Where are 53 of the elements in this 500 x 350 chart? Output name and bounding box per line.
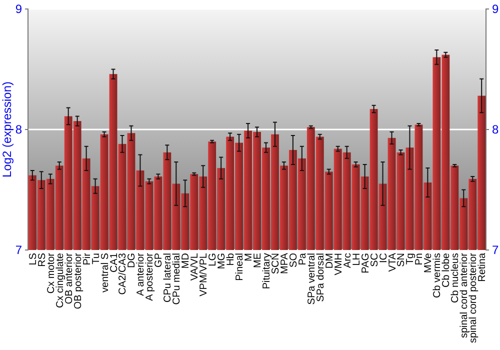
- x-tick-label: DM: [324, 253, 336, 269]
- x-tick-label: ME: [252, 252, 264, 268]
- x-tick-label: Tu: [90, 253, 102, 264]
- x-tick-label: GP: [154, 252, 165, 268]
- x-tick-label: Hb: [226, 252, 237, 266]
- x-tick-label: LH: [351, 253, 362, 266]
- x-tick-label: Tg: [405, 253, 416, 265]
- x-tick-label: Pineal: [234, 253, 246, 281]
- x-tick-label: VPM/VPL: [198, 252, 210, 296]
- x-tick-label: M: [244, 253, 255, 262]
- x-tick-label: Retina: [477, 252, 488, 282]
- x-tick-label: Cx motor: [46, 252, 57, 294]
- y2-tick-label: 7: [492, 242, 499, 257]
- x-tick-label: SPa ventral: [306, 253, 318, 305]
- y-tick-label: 7: [15, 242, 22, 257]
- x-tick-label: spinal cord posterior: [468, 252, 480, 344]
- x-tick-label: VTA: [387, 252, 398, 272]
- x-tick-label: MPA: [279, 252, 290, 274]
- x-tick-label: Pir: [82, 252, 93, 266]
- x-tick-label: Arc: [342, 253, 354, 268]
- x-tick-label: LG: [208, 252, 219, 266]
- x-tick-label: ventral S: [100, 252, 111, 292]
- x-tick-label: IC: [378, 253, 390, 263]
- y-axis-title: Log2 (expression): [0, 81, 14, 178]
- y-tick-label: 9: [15, 2, 22, 16]
- x-tick-label: OB anterior: [64, 252, 75, 304]
- x-tick-label: SC: [369, 253, 380, 267]
- x-tick-label: SO: [288, 252, 300, 268]
- x-tick-label: A posterior: [144, 252, 156, 301]
- x-tick-label: A anterior: [136, 252, 147, 296]
- x-tick-label: RS: [36, 252, 48, 267]
- x-tick-label: Pn: [414, 253, 426, 266]
- x-tick-label: Pituitary: [261, 253, 272, 290]
- x-tick-label: Cx cingulate: [54, 252, 66, 308]
- x-tick-label: LS: [28, 252, 39, 266]
- x-tick-label: Cb lobe: [441, 252, 452, 288]
- x-tick-label: OB posterior: [72, 252, 84, 310]
- y-tick-label: 8: [15, 122, 22, 136]
- x-tick-label: MVe: [423, 252, 434, 274]
- x-tick-label: SN: [396, 253, 408, 267]
- x-tick-label: CPu medial: [172, 253, 183, 305]
- y2-tick-label: 9: [492, 2, 499, 16]
- x-tick-label: SCN: [270, 253, 282, 274]
- x-tick-label: PAG: [360, 252, 372, 274]
- x-tick-label: Cb nucleus: [450, 253, 462, 304]
- x-tick-label: VMH: [333, 253, 344, 276]
- x-tick-label: CA1: [108, 252, 120, 272]
- x-tick-label: CA2/CA3: [118, 252, 129, 295]
- x-tick-label: spinal cord anterior: [459, 252, 470, 338]
- x-tick-label: SPa dorsal: [315, 253, 326, 302]
- y2-tick-label: 8: [492, 122, 499, 136]
- x-tick-label: Pa: [297, 252, 308, 266]
- x-tick-label: DG: [126, 252, 138, 268]
